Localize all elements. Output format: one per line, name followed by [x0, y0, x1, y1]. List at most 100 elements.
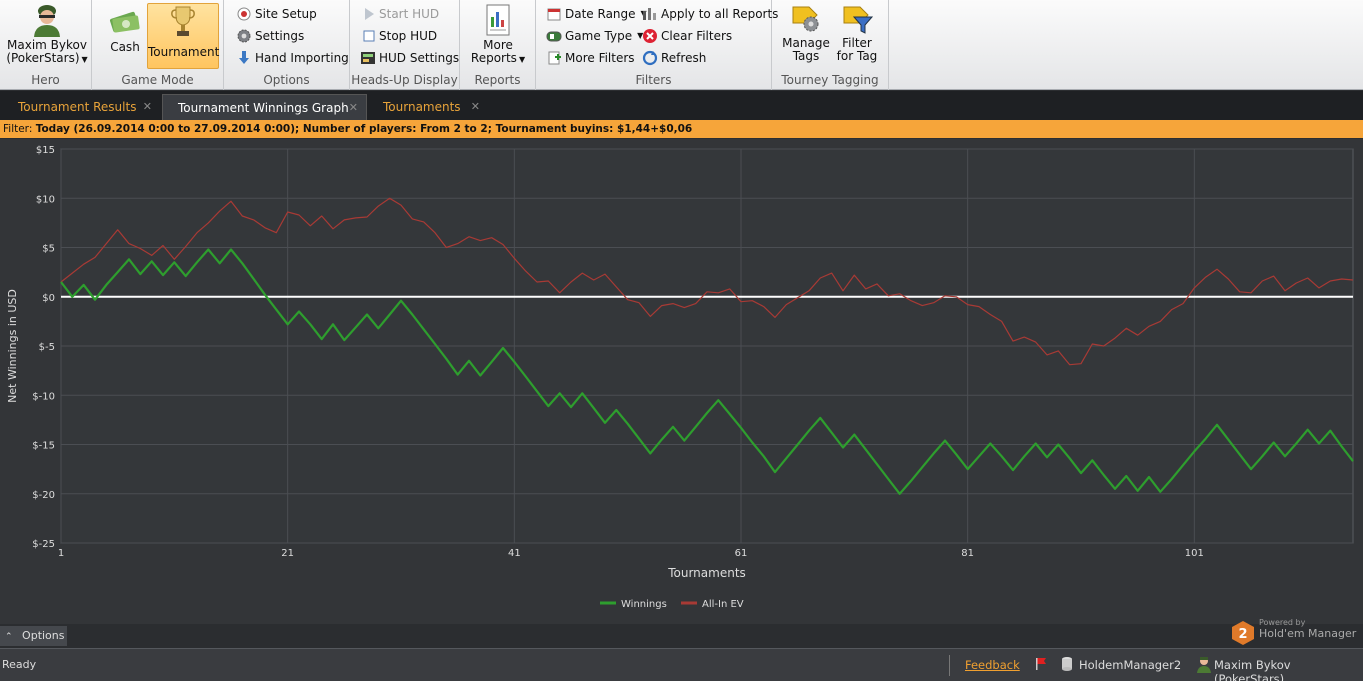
apply-to-all-reports-button[interactable]: Apply to all Reports [642, 6, 778, 22]
y-axis-label: Net Winnings in USD [6, 289, 19, 403]
hm2-logo-icon: 2 [1232, 621, 1254, 645]
filter-tag-icon [843, 6, 874, 34]
winnings-graph-panel: 1 21 41 61 81 101 $15 $10 $5 $0 $-5 $-10 $-15 $-20 $-2… [0, 139, 1363, 624]
date-range-button[interactable]: Date Range▼ [546, 6, 647, 22]
cash-label: Cash [110, 40, 140, 54]
game-type-icon [546, 31, 562, 42]
feedback-link[interactable]: Feedback [965, 658, 1020, 672]
close-icon[interactable]: ✕ [470, 100, 480, 113]
more-filters-button[interactable]: More Filters [546, 50, 635, 66]
start-hud-label: Start HUD [379, 7, 440, 21]
hud-group-label: Heads-Up Display [351, 73, 458, 87]
tab-label: Tournament Results [18, 100, 137, 114]
hero-name-line2: (PokerStars) [6, 51, 80, 65]
hero-group: Maxim Bykov (PokerStars) ▼ Hero [0, 0, 92, 90]
stop-icon [363, 30, 375, 42]
more-reports-line1: More [483, 38, 513, 52]
tab-tournament-winnings-graph[interactable]: Tournament Winnings Graph ✕ [162, 94, 367, 120]
date-range-label: Date Range [565, 7, 636, 21]
options-toggle-button[interactable]: ⌃ Options [0, 626, 67, 646]
hero-selector-button[interactable]: Maxim Bykov (PokerStars) ▼ [6, 3, 88, 66]
database-icon [1062, 657, 1072, 671]
gear-icon [237, 29, 251, 43]
legend-label: All-In EV [702, 599, 744, 610]
hud-settings-button[interactable]: HUD Settings [360, 50, 459, 66]
cash-money-icon [109, 11, 140, 33]
trophy-icon [171, 6, 195, 36]
stop-hud-button[interactable]: Stop HUD [362, 28, 437, 44]
y-tick-label: $-5 [39, 342, 55, 353]
more-reports-button[interactable]: More Reports ▼ [468, 3, 528, 66]
hand-importing-button[interactable]: Hand Importing [236, 50, 349, 66]
manage-tags-line2: Tags [792, 49, 820, 63]
calendar-icon [547, 8, 561, 21]
filters-group-label: Filters [635, 73, 672, 87]
clear-icon [643, 29, 657, 43]
game-mode-group: Cash Tournament Game Mode [92, 0, 224, 90]
flag-icon[interactable] [1034, 657, 1048, 671]
more-reports-line2: Reports [470, 51, 517, 65]
database-name[interactable]: HoldemManager2 [1079, 658, 1182, 672]
x-tick-label: 21 [281, 548, 294, 559]
cash-button[interactable]: Cash [104, 3, 146, 54]
manage-tags-line1: Manage [782, 36, 830, 50]
close-icon[interactable]: ✕ [142, 100, 152, 113]
brand-text: Hold'em Manager [1259, 627, 1357, 640]
tab-tournament-results[interactable]: Tournament Results ✕ [3, 94, 160, 120]
close-icon[interactable]: ✕ [348, 101, 358, 114]
tab-label: Tournament Winnings Graph [178, 101, 349, 115]
apply-all-icon [643, 8, 656, 20]
chevron-down-icon: ▼ [518, 55, 526, 64]
more-filters-label: More Filters [565, 51, 635, 65]
legend-label: Winnings [621, 599, 667, 610]
series-line-winnings [60, 248, 1354, 495]
reports-group-label: Reports [474, 73, 521, 87]
game-type-label: Game Type [565, 29, 633, 43]
start-hud-button[interactable]: Start HUD [362, 6, 439, 22]
clear-filters-label: Clear Filters [661, 29, 733, 43]
manage-tags-icon [792, 6, 819, 32]
manage-tags-button[interactable]: Manage Tags [782, 3, 830, 63]
settings-button[interactable]: Settings [236, 28, 304, 44]
refresh-button[interactable]: Refresh [642, 50, 706, 66]
y-tick-label: $-25 [32, 539, 55, 550]
apply-to-all-reports-label: Apply to all Reports [661, 7, 779, 21]
site-setup-button[interactable]: Site Setup [236, 6, 317, 22]
site-setup-label: Site Setup [255, 7, 317, 21]
status-bar: Ready Feedback HoldemManager2 Maxim Byko… [0, 648, 1363, 681]
status-divider [949, 655, 950, 676]
hero-name-line1: Maxim Bykov [7, 38, 87, 52]
winnings-chart: 1 21 41 61 81 101 $15 $10 $5 $0 $-5 $-10 $-15 $-20 $-2… [6, 145, 1354, 610]
import-arrow-icon [239, 51, 249, 64]
document-tab-strip: Tournament Results ✕ Tournament Winnings… [0, 91, 1363, 120]
more-filters-icon [548, 51, 561, 65]
x-tick-label: 101 [1185, 548, 1204, 559]
tourney-tagging-group: Manage Tags Filter for Tag Tourney Taggi… [772, 0, 889, 90]
game-type-button[interactable]: Game Type ▼ [546, 28, 643, 44]
x-tick-label: 41 [508, 548, 521, 559]
hud-settings-label: HUD Settings [379, 51, 460, 65]
hero-avatar-icon [34, 5, 60, 37]
clear-filters-button[interactable]: Clear Filters [642, 28, 732, 44]
player-avatar-icon [1197, 657, 1211, 673]
filter-for-tag-button[interactable]: Filter for Tag [832, 3, 882, 63]
hero-group-label: Hero [31, 73, 60, 87]
y-tick-label: $-15 [32, 441, 55, 452]
active-player-name[interactable]: Maxim Bykov (PokerStars) [1214, 658, 1291, 681]
filter-for-tag-line1: Filter [842, 36, 872, 50]
options-group-label: Options [263, 73, 310, 87]
tab-label: Tournaments [383, 100, 461, 114]
chevron-down-icon: ▼ [81, 55, 88, 64]
options-group: Site Setup Settings Hand Importing Optio… [224, 0, 350, 90]
report-icon [486, 4, 510, 36]
powered-by-logo: 2 Powered by Hold'em Manager [1231, 616, 1359, 648]
chevron-down-icon: ▼ [637, 31, 644, 40]
tab-tournaments[interactable]: Tournaments ✕ [368, 94, 488, 120]
tournament-label: Tournament [148, 45, 220, 59]
y-tick-label: $10 [36, 194, 55, 205]
y-tick-label: $5 [42, 244, 55, 255]
x-axis-label: Tournaments [667, 566, 746, 580]
y-tick-label: $0 [42, 293, 55, 304]
filter-prefix: Filter: [3, 123, 33, 135]
tournament-button[interactable]: Tournament [147, 3, 219, 69]
